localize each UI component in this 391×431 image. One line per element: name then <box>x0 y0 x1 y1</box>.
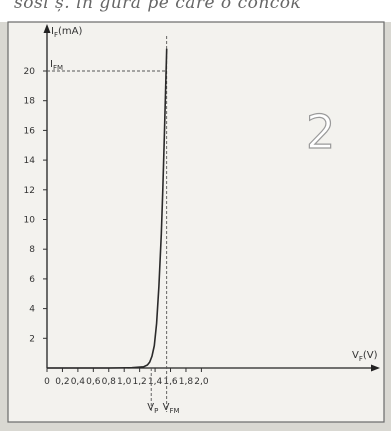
y-tick-label: 14 <box>24 156 36 166</box>
y-axis-arrow <box>43 24 51 33</box>
guide-group <box>47 36 168 412</box>
vfm-label-sub: FM <box>170 407 180 415</box>
y-tick-label: 16 <box>24 126 36 136</box>
x-tick-label: 1,8 <box>179 377 194 387</box>
iv-curve <box>47 48 168 369</box>
y-tick-label: 2 <box>29 334 35 344</box>
x-tick-label: 0,4 <box>71 377 86 387</box>
x-tick-label: 2,0 <box>194 377 209 387</box>
figure-number: 2 <box>306 105 335 159</box>
x-axis-label-unit: (V) <box>363 350 378 361</box>
header-text: sosi ș. in gura pe care o concok <box>14 0 302 13</box>
vp-label: VP <box>147 402 158 415</box>
tick-group: 0 0,2 0,4 0,6 0,8 1,0 1,2 1,4 1,6 1,8 2,0 2 4 6 8 10 12 1… <box>24 67 209 387</box>
vp-label-sub: P <box>154 407 158 415</box>
vfm-label-main: V <box>163 402 170 413</box>
y-tick-label: 4 <box>29 305 35 315</box>
y-tick-label: 18 <box>24 97 36 107</box>
x-tick-label: 0 <box>44 377 50 387</box>
x-tick-label: 1,2 <box>132 377 146 387</box>
y-tick-label: 6 <box>29 275 35 285</box>
x-axis-arrow <box>371 364 380 372</box>
chart-frame <box>7 21 385 423</box>
y-tick-label: 12 <box>24 186 35 196</box>
y-tick-label: 8 <box>29 245 35 255</box>
x-tick-label: 1,6 <box>163 377 178 387</box>
y-axis-label-main: I <box>51 26 54 37</box>
ifm-label-sub: FM <box>53 64 63 72</box>
x-axis-label: VF(V) <box>352 350 378 363</box>
y-axis-label-sub: F <box>54 31 58 39</box>
x-axis-label-main: V <box>352 350 359 361</box>
y-tick-label: 10 <box>24 216 36 226</box>
x-tick-label: 0,2 <box>55 377 69 387</box>
y-axis-label-unit: (mA) <box>58 26 82 37</box>
x-tick-label: 0,8 <box>102 377 117 387</box>
x-tick-label: 1,0 <box>117 377 132 387</box>
x-tick-label: 0,6 <box>86 377 101 387</box>
y-tick-label: 20 <box>24 67 36 77</box>
vfm-label: VFM <box>163 402 180 415</box>
x-axis-label-sub: F <box>359 355 363 363</box>
ifm-label: IFM <box>50 59 63 72</box>
vp-label-main: V <box>147 402 154 413</box>
header-strip: sosi ș. in gura pe care o concok <box>0 0 391 22</box>
y-axis-label: IF(mA) <box>51 26 82 39</box>
x-tick-label: 1,4 <box>148 377 163 387</box>
ifm-label-main: I <box>50 59 53 70</box>
